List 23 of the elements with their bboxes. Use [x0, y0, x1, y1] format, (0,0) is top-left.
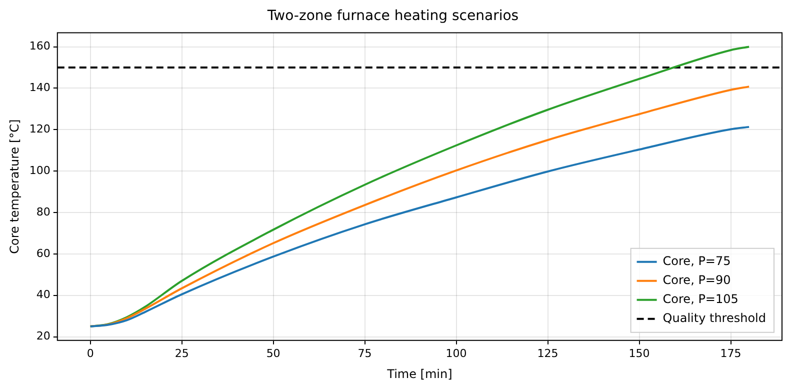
y-tick-label: 100 — [29, 164, 50, 177]
y-tick-label: 60 — [36, 246, 50, 260]
y-tick-label: 80 — [36, 205, 50, 218]
x-tick-label: 75 — [358, 346, 372, 360]
x-tick-label: 150 — [628, 346, 650, 360]
legend-label: Quality threshold — [662, 311, 766, 326]
x-tick-label: 25 — [174, 346, 189, 360]
legend-label: Core, P=90 — [662, 273, 731, 288]
chart-title: Two-zone furnace heating scenarios — [266, 8, 519, 24]
x-axis-title: Time [min] — [386, 366, 452, 381]
y-tick-label: 160 — [29, 40, 50, 53]
y-tick-label: 40 — [36, 288, 50, 302]
y-axis-title: Core temperature [°C] — [7, 119, 22, 254]
x-tick-label: 0 — [86, 346, 94, 360]
y-tick-label: 140 — [29, 81, 50, 94]
x-tick-label: 50 — [266, 346, 280, 360]
y-tick-label: 120 — [29, 122, 50, 136]
x-tick-label: 175 — [720, 346, 742, 360]
y-tick-label: 20 — [36, 330, 50, 343]
x-tick-label: 100 — [446, 346, 467, 360]
legend-label: Core, P=75 — [662, 254, 731, 268]
legend-label: Core, P=105 — [662, 292, 738, 306]
x-tick-label: 125 — [537, 346, 558, 360]
